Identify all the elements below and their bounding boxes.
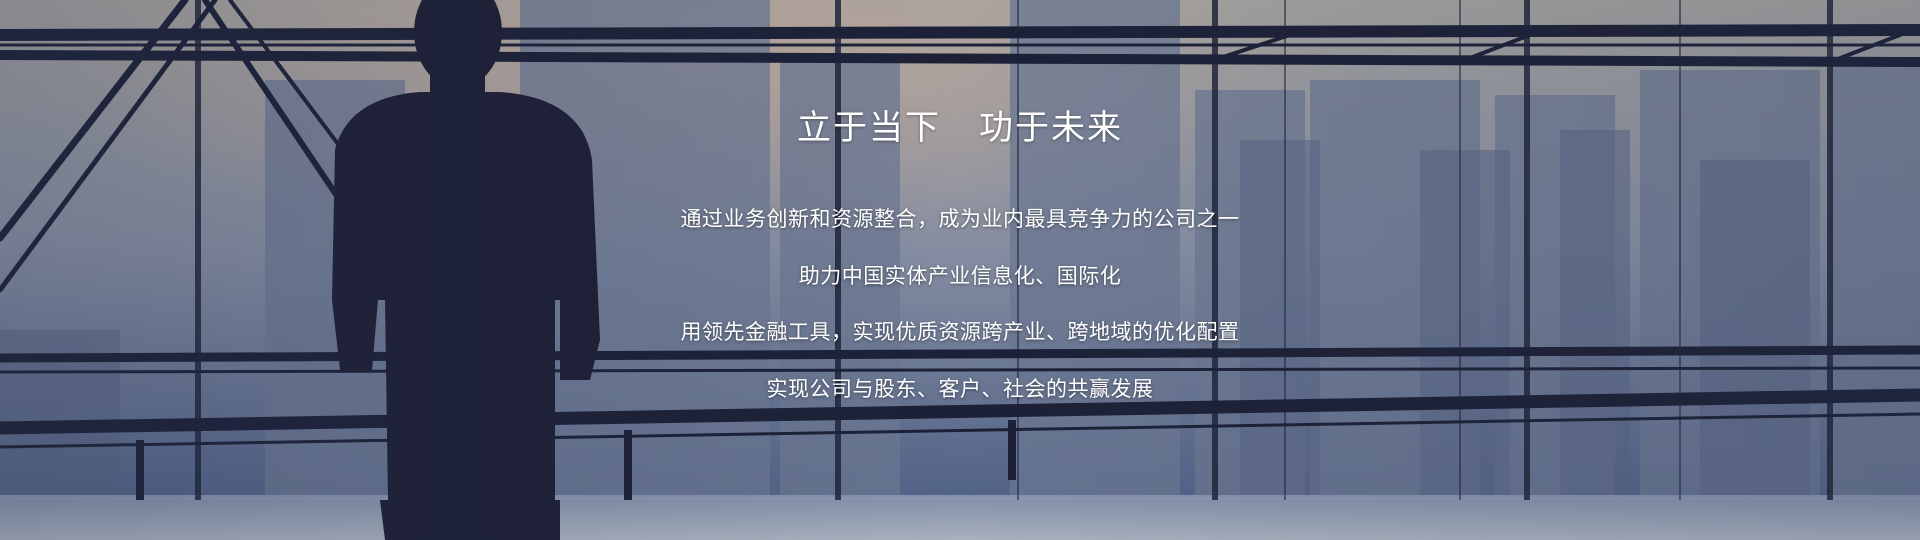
headline: 立于当下 功于未来 — [0, 100, 1920, 149]
mission-line-3: 用领先金融工具，实现优质资源跨产业、跨地域的优化配置 — [680, 320, 1240, 344]
mission-line-1: 通过业务创新和资源整合，成为业内最具竞争力的公司之一 — [680, 207, 1240, 231]
mission-line-4: 实现公司与股东、客户、社会的共赢发展 — [766, 377, 1154, 401]
headline-left: 立于当下 — [797, 108, 941, 148]
mission-line-2: 助力中国实体产业信息化、国际化 — [798, 264, 1122, 288]
headline-right: 功于未来 — [979, 108, 1123, 148]
